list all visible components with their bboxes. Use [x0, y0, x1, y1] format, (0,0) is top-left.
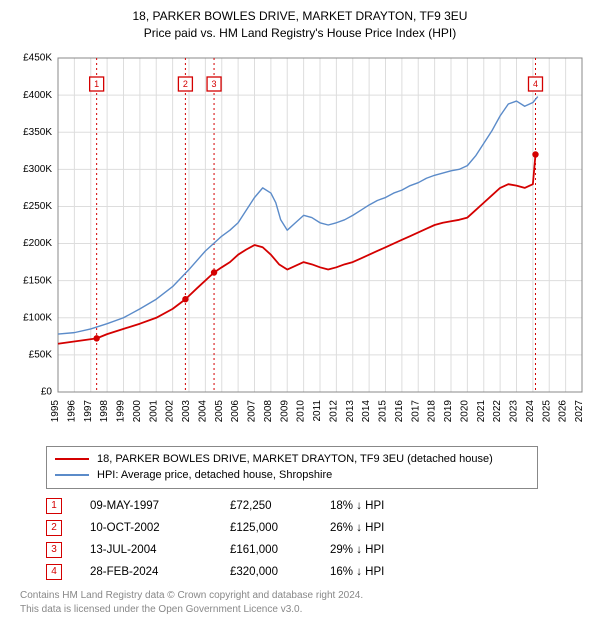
table-row: 2 10-OCT-2002 £125,000 26% ↓ HPI	[46, 517, 590, 539]
svg-text:2026: 2026	[558, 399, 569, 422]
transaction-vs-hpi: 18% ↓ HPI	[330, 500, 450, 512]
svg-text:3: 3	[212, 79, 217, 89]
legend-label-property: 18, PARKER BOWLES DRIVE, MARKET DRAYTON,…	[97, 451, 493, 468]
transaction-price: £125,000	[230, 522, 330, 534]
svg-text:2012: 2012	[328, 399, 339, 422]
svg-text:2022: 2022	[492, 399, 503, 422]
legend-item-hpi: HPI: Average price, detached house, Shro…	[55, 467, 529, 484]
table-row: 4 28-FEB-2024 £320,000 16% ↓ HPI	[46, 561, 590, 583]
transaction-date: 09-MAY-1997	[90, 500, 230, 512]
price-chart: £0 £50K £100K £150K £200K £250K £300K £350K £400…	[10, 48, 590, 438]
svg-text:1998: 1998	[99, 399, 110, 422]
chart-svg: £0 £50K £100K £150K £200K £250K £300K £350K £400…	[10, 48, 590, 438]
svg-text:2002: 2002	[165, 399, 176, 422]
svg-text:2004: 2004	[197, 399, 208, 422]
svg-text:£400K: £400K	[23, 89, 52, 100]
svg-text:2017: 2017	[410, 399, 421, 422]
title-line-2: Price paid vs. HM Land Registry's House …	[10, 25, 590, 42]
svg-text:2005: 2005	[214, 399, 225, 422]
attribution-line-1: Contains HM Land Registry data © Crown c…	[20, 589, 590, 603]
transaction-price: £161,000	[230, 544, 330, 556]
svg-text:£50K: £50K	[29, 349, 53, 360]
transaction-vs-hpi: 26% ↓ HPI	[330, 522, 450, 534]
svg-text:2020: 2020	[459, 399, 470, 422]
transaction-marker-icon: 1	[46, 498, 62, 514]
transaction-marker-icon: 2	[46, 520, 62, 536]
svg-text:2009: 2009	[279, 399, 290, 422]
svg-text:2000: 2000	[132, 399, 143, 422]
attribution: Contains HM Land Registry data © Crown c…	[20, 589, 590, 617]
legend: 18, PARKER BOWLES DRIVE, MARKET DRAYTON,…	[46, 446, 538, 489]
legend-item-property: 18, PARKER BOWLES DRIVE, MARKET DRAYTON,…	[55, 451, 529, 468]
svg-text:2019: 2019	[443, 399, 454, 422]
transaction-date: 13-JUL-2004	[90, 544, 230, 556]
transaction-vs-hpi: 16% ↓ HPI	[330, 566, 450, 578]
legend-swatch-hpi	[55, 474, 89, 476]
transaction-date: 28-FEB-2024	[90, 566, 230, 578]
svg-text:2023: 2023	[509, 399, 520, 422]
svg-text:2010: 2010	[296, 399, 307, 422]
svg-text:2018: 2018	[427, 399, 438, 422]
table-row: 1 09-MAY-1997 £72,250 18% ↓ HPI	[46, 495, 590, 517]
transaction-price: £72,250	[230, 500, 330, 512]
transaction-marker-icon: 4	[46, 564, 62, 580]
svg-text:2003: 2003	[181, 399, 192, 422]
svg-text:2015: 2015	[378, 399, 389, 422]
svg-text:2008: 2008	[263, 399, 274, 422]
svg-text:2021: 2021	[476, 399, 487, 422]
svg-text:1: 1	[94, 79, 99, 89]
svg-text:1999: 1999	[116, 399, 127, 422]
page-container: 18, PARKER BOWLES DRIVE, MARKET DRAYTON,…	[0, 0, 600, 625]
legend-label-hpi: HPI: Average price, detached house, Shro…	[97, 467, 332, 484]
svg-text:£350K: £350K	[23, 126, 52, 137]
svg-text:2011: 2011	[312, 399, 323, 421]
svg-text:£300K: £300K	[23, 164, 52, 175]
svg-text:£0: £0	[41, 386, 53, 397]
svg-text:2001: 2001	[148, 399, 159, 422]
legend-swatch-property	[55, 458, 89, 460]
svg-text:2007: 2007	[247, 399, 258, 422]
title-line-1: 18, PARKER BOWLES DRIVE, MARKET DRAYTON,…	[10, 8, 590, 25]
svg-text:2: 2	[183, 79, 188, 89]
transactions-table: 1 09-MAY-1997 £72,250 18% ↓ HPI 2 10-OCT…	[46, 495, 590, 583]
svg-text:£150K: £150K	[23, 275, 52, 286]
transaction-date: 10-OCT-2002	[90, 522, 230, 534]
transaction-price: £320,000	[230, 566, 330, 578]
attribution-line-2: This data is licensed under the Open Gov…	[20, 603, 590, 617]
svg-text:2014: 2014	[361, 399, 372, 422]
transaction-marker-icon: 3	[46, 542, 62, 558]
svg-text:£250K: £250K	[23, 201, 52, 212]
svg-text:£450K: £450K	[23, 52, 52, 63]
svg-text:1996: 1996	[66, 399, 77, 422]
svg-text:4: 4	[533, 79, 538, 89]
transaction-vs-hpi: 29% ↓ HPI	[330, 544, 450, 556]
svg-text:2013: 2013	[345, 399, 356, 422]
svg-text:2025: 2025	[541, 399, 552, 422]
svg-text:2016: 2016	[394, 399, 405, 422]
svg-text:2006: 2006	[230, 399, 241, 422]
svg-text:£100K: £100K	[23, 312, 52, 323]
svg-text:£200K: £200K	[23, 238, 52, 249]
svg-text:1997: 1997	[83, 399, 94, 422]
svg-text:1995: 1995	[50, 399, 61, 422]
svg-text:2027: 2027	[574, 399, 585, 422]
table-row: 3 13-JUL-2004 £161,000 29% ↓ HPI	[46, 539, 590, 561]
svg-text:2024: 2024	[525, 399, 536, 422]
title-block: 18, PARKER BOWLES DRIVE, MARKET DRAYTON,…	[10, 8, 590, 42]
